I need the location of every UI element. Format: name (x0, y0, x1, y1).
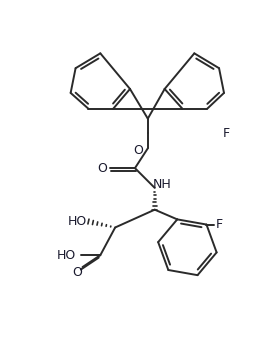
Text: O: O (73, 266, 83, 279)
Text: O: O (133, 144, 143, 157)
Text: HO: HO (57, 249, 76, 262)
Text: NH: NH (152, 178, 171, 192)
Text: HO: HO (68, 215, 87, 228)
Text: F: F (215, 218, 222, 231)
Text: O: O (97, 161, 107, 175)
Text: F: F (222, 127, 230, 140)
